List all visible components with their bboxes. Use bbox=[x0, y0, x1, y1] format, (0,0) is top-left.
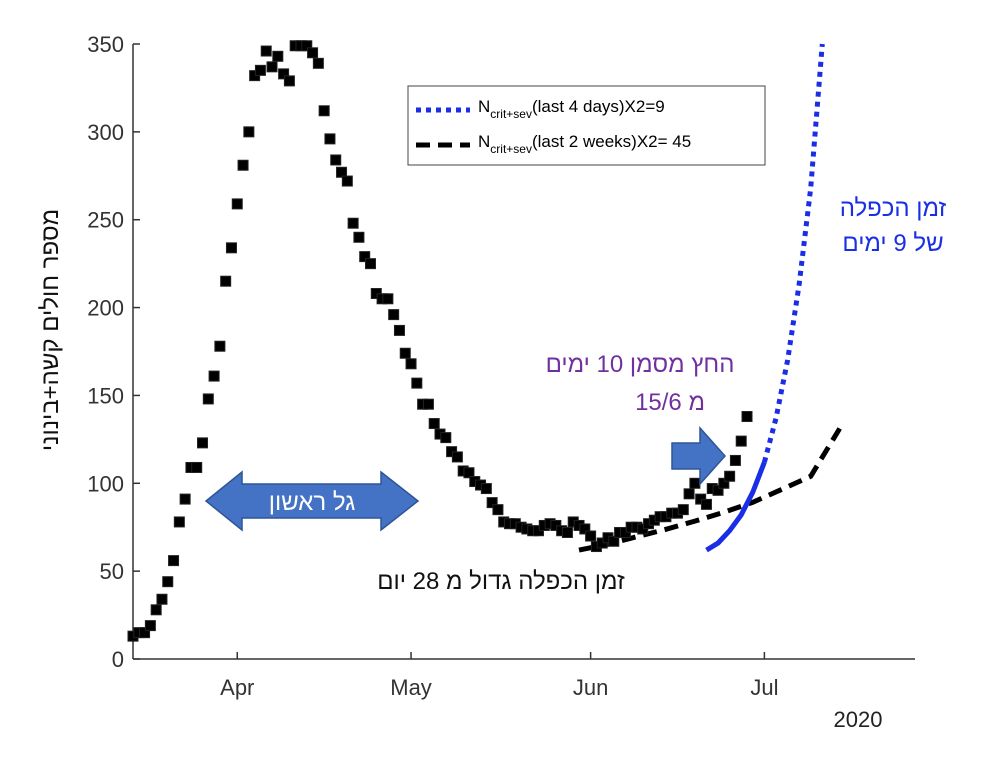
data-point bbox=[359, 251, 371, 263]
data-point bbox=[318, 105, 330, 117]
y-ticks: 0 50 100 150 200 250 300 350 bbox=[87, 32, 140, 672]
data-point bbox=[700, 498, 712, 510]
data-point bbox=[411, 377, 423, 389]
y-tick-label: 300 bbox=[87, 120, 124, 145]
data-point bbox=[162, 576, 174, 588]
data-point bbox=[492, 504, 504, 516]
y-tick-label: 50 bbox=[100, 559, 124, 584]
data-point bbox=[382, 293, 394, 305]
first-wave-label: גל ראשון bbox=[269, 489, 355, 516]
doubling-28-days-label: זמן הכפלה גדול מ 28 יום bbox=[377, 568, 625, 595]
data-point bbox=[208, 370, 220, 382]
legend-entry-2-weeks: Ncrit+sev(last 2 weeks)X2= 45 bbox=[478, 132, 691, 156]
data-point bbox=[144, 620, 156, 632]
data-point bbox=[480, 483, 492, 495]
data-point bbox=[422, 398, 434, 410]
doubling-9-days-label-line1: זמן הכפלה bbox=[840, 195, 947, 222]
data-point bbox=[608, 535, 620, 547]
data-point bbox=[237, 159, 249, 171]
fit-line-2-weeks bbox=[578, 427, 842, 553]
data-point bbox=[231, 198, 243, 210]
data-point bbox=[243, 126, 255, 138]
data-point bbox=[324, 133, 336, 145]
data-point bbox=[168, 555, 180, 567]
data-point bbox=[689, 477, 701, 489]
fit-line-4-days-solid-part bbox=[705, 461, 767, 553]
data-point bbox=[399, 347, 411, 359]
data-point bbox=[428, 418, 440, 430]
data-point bbox=[729, 454, 741, 466]
axes bbox=[132, 44, 915, 660]
x-ticks: Apr May Jun Jul bbox=[220, 652, 778, 700]
data-point bbox=[156, 593, 168, 605]
data-point bbox=[353, 231, 365, 243]
first-wave-arrow: גל ראשון bbox=[204, 470, 420, 532]
data-point bbox=[463, 467, 475, 479]
data-point bbox=[260, 45, 272, 57]
data-point bbox=[197, 437, 209, 449]
data-point bbox=[718, 477, 730, 489]
data-point bbox=[347, 217, 359, 229]
data-point bbox=[272, 50, 284, 62]
y-tick-label: 200 bbox=[87, 296, 124, 321]
legend-box bbox=[407, 85, 766, 166]
right-arrow-shape bbox=[671, 426, 727, 486]
data-point bbox=[712, 484, 724, 496]
data-point bbox=[393, 324, 405, 336]
data-point bbox=[330, 154, 342, 166]
data-point bbox=[220, 275, 232, 287]
data-point bbox=[278, 68, 290, 80]
data-point bbox=[405, 358, 417, 370]
data-point bbox=[307, 47, 319, 59]
data-point bbox=[440, 432, 452, 444]
data-point bbox=[266, 61, 278, 73]
data-point bbox=[254, 64, 266, 76]
data-point bbox=[225, 242, 237, 254]
data-point bbox=[585, 530, 597, 542]
data-point bbox=[214, 340, 226, 352]
x-tick-label: Apr bbox=[220, 675, 254, 700]
data-point bbox=[312, 57, 324, 69]
data-point bbox=[301, 40, 313, 52]
data-points bbox=[127, 40, 753, 642]
doubling-9-days-label-line2: של 9 ימים bbox=[842, 230, 943, 257]
data-point bbox=[191, 461, 203, 473]
data-point bbox=[139, 627, 151, 639]
double-arrow-shape bbox=[204, 470, 420, 532]
data-point bbox=[364, 258, 376, 270]
data-point bbox=[341, 175, 353, 187]
legend-entry-4-days: Ncrit+sev(last 4 days)X2=9 bbox=[478, 97, 665, 121]
x-tick-label: May bbox=[390, 675, 432, 700]
data-point bbox=[724, 470, 736, 482]
year-label: 2020 bbox=[834, 707, 883, 732]
arrow-marks-label-line2: מ 15/6 bbox=[635, 389, 705, 416]
data-point bbox=[202, 393, 214, 405]
data-point bbox=[451, 451, 463, 463]
data-point bbox=[150, 604, 162, 616]
data-point bbox=[677, 504, 689, 516]
fit-line-4-days-dotted-part bbox=[761, 43, 825, 463]
legend: Ncrit+sev(last 4 days)X2=9 Ncrit+sev(las… bbox=[407, 85, 766, 166]
y-tick-label: 350 bbox=[87, 32, 124, 57]
data-point bbox=[336, 166, 348, 178]
arrow-marks-label-line1: החץ מסמן 10 ימים bbox=[546, 351, 735, 378]
data-point bbox=[579, 523, 591, 535]
data-point bbox=[486, 497, 498, 509]
data-point bbox=[683, 488, 695, 500]
data-point bbox=[561, 526, 573, 538]
data-point bbox=[735, 435, 747, 447]
data-point bbox=[283, 75, 295, 87]
y-tick-label: 0 bbox=[112, 647, 124, 672]
y-tick-label: 150 bbox=[87, 383, 124, 408]
data-point bbox=[741, 411, 753, 423]
x-tick-label: Jun bbox=[573, 675, 608, 700]
x-tick-label: Jul bbox=[750, 675, 778, 700]
y-tick-label: 100 bbox=[87, 471, 124, 496]
data-point bbox=[173, 516, 185, 528]
data-point bbox=[388, 309, 400, 321]
data-point bbox=[179, 493, 191, 505]
y-tick-label: 250 bbox=[87, 208, 124, 233]
y-axis-label: מספר חולים קשה+בינוני bbox=[37, 209, 64, 451]
